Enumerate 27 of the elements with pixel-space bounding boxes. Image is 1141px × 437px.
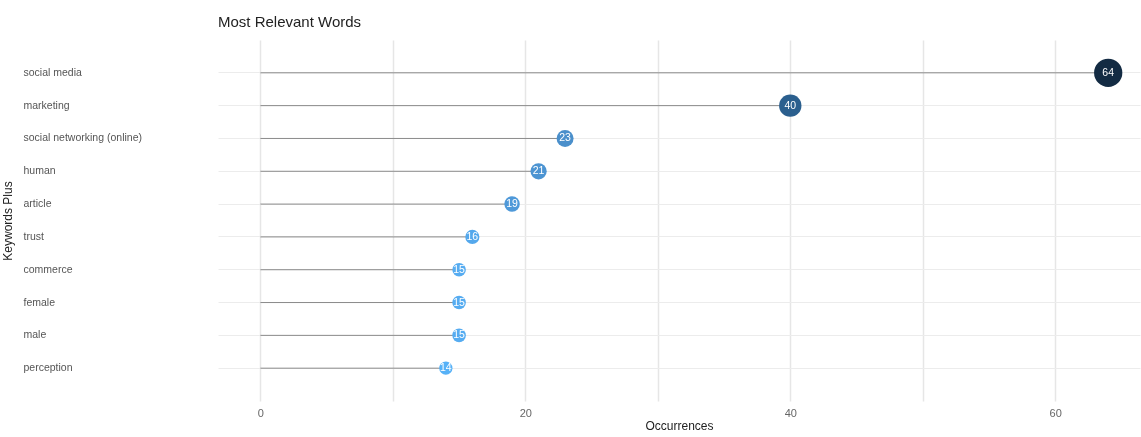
y-tick-label: commerce [23,262,73,275]
y-axis-title: Keywords Plus [0,181,15,261]
x-tick-label: 0 [257,406,264,419]
chart-title: Most Relevant Words [218,13,362,30]
y-tick-label: male [23,328,47,341]
data-label: 19 [506,197,519,210]
data-label: 23 [559,131,572,144]
x-axis-title: Occurrences [645,418,714,433]
y-tick-label: human [23,164,56,177]
y-tick-label: perception [23,361,73,374]
x-tick-label: 20 [519,406,532,419]
y-tick-label: social networking (online) [23,131,142,144]
data-label: 16 [466,229,479,242]
x-tick-label: 40 [784,406,797,419]
data-label: 15 [453,262,466,275]
y-tick-label: marketing [23,98,70,111]
y-tick-label: trust [23,229,44,242]
data-label: 15 [453,295,466,308]
x-tick-label: 60 [1049,406,1062,419]
data-label: 14 [440,361,452,374]
y-tick-label: social media [23,65,83,78]
data-label: 64 [1102,65,1115,78]
y-tick-label: female [23,295,56,308]
data-label: 21 [532,164,545,177]
data-label: 15 [453,328,466,341]
y-tick-label: article [23,197,52,210]
data-label: 40 [784,98,797,111]
